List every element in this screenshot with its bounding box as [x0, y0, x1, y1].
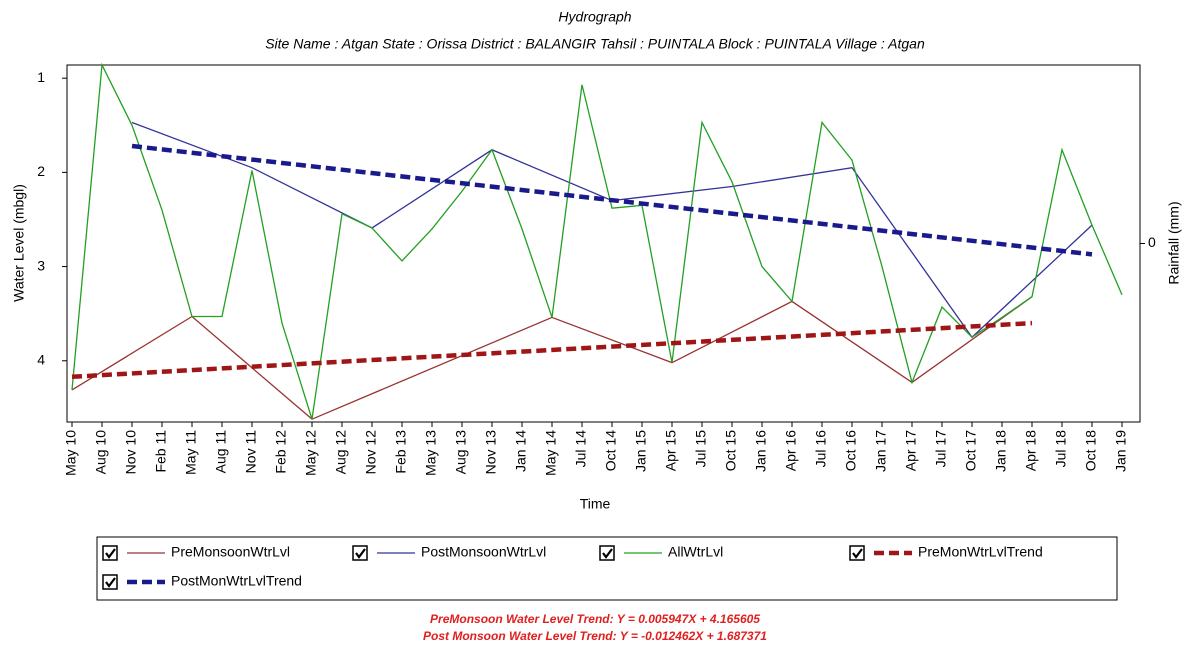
x-tick-label: Oct 15: [723, 430, 739, 471]
x-tick-label: Oct 17: [963, 430, 979, 471]
x-tick-label: Jan 17: [873, 430, 889, 472]
series-line: [71, 296, 1033, 420]
y2-tick-label: 0: [1148, 234, 1156, 250]
x-tick-label: Jan 15: [633, 430, 649, 472]
x-tick-label: Aug 11: [213, 430, 229, 474]
x-tick-label: Nov 12: [363, 430, 379, 475]
x-tick-label: Aug 13: [453, 430, 469, 475]
x-tick-label: Apr 15: [663, 430, 679, 471]
legend-check: [355, 548, 366, 559]
y-tick-label: 2: [37, 163, 45, 179]
x-axis-label: Time: [580, 496, 611, 512]
legend-label: PostMonWtrLvlTrend: [171, 573, 302, 589]
y-axis-label: Water Level (mbgl): [11, 184, 27, 302]
legend-checkbox: [849, 545, 865, 561]
trend-line: [131, 143, 1093, 257]
legend-checkbox: [599, 545, 615, 561]
legend-check: [105, 577, 116, 588]
x-tick-label: Aug 10: [93, 430, 109, 475]
annotation: Post Monsoon Water Level Trend: Y = -0.0…: [423, 629, 767, 643]
x-tick-label: Apr 17: [903, 430, 919, 471]
x-tick-label: May 11: [183, 430, 199, 475]
x-tick-label: Nov 13: [483, 430, 499, 475]
x-tick-label: Feb 11: [153, 430, 169, 473]
x-tick-label: Oct 18: [1083, 430, 1099, 471]
x-tick-label: Oct 16: [843, 430, 859, 471]
legend-label: PreMonsoonWtrLvl: [171, 544, 290, 560]
legend-check: [105, 548, 116, 559]
x-tick-label: May 14: [543, 430, 559, 476]
x-tick-label: Nov 11: [243, 430, 259, 474]
x-tick-label: Jul 14: [573, 430, 589, 468]
x-tick-label: Aug 12: [333, 430, 349, 475]
x-tick-label: Jan 18: [993, 430, 1009, 472]
x-tick-label: May 10: [63, 430, 79, 476]
x-tick-label: Jul 17: [933, 430, 949, 468]
x-tick-label: Jan 14: [513, 430, 529, 472]
legend-label: PreMonWtrLvlTrend: [918, 544, 1043, 560]
legend-check: [602, 548, 613, 559]
legend-checkbox: [352, 545, 368, 561]
x-tick-label: May 13: [423, 430, 439, 476]
y-tick-label: 1: [37, 69, 45, 85]
legend-label: AllWtrLvl: [668, 544, 723, 560]
x-tick-label: Nov 10: [123, 430, 139, 475]
x-tick-label: Jul 16: [813, 430, 829, 468]
y-tick-label: 3: [37, 257, 45, 273]
x-tick-label: Oct 14: [603, 430, 619, 471]
y-tick-label: 4: [37, 351, 45, 367]
trend-line: [71, 320, 1033, 380]
y2-axis-label: Rainfall (mm): [1166, 201, 1182, 284]
legend-check: [852, 548, 863, 559]
legend-checkbox: [102, 545, 118, 561]
x-tick-label: Apr 18: [1023, 430, 1039, 471]
legend-checkbox: [102, 574, 118, 590]
series-line: [71, 62, 1123, 420]
annotation: PreMonsoon Water Level Trend: Y = 0.0059…: [430, 612, 760, 626]
chart-subtitle: Site Name : Atgan State : Orissa Distric…: [265, 36, 925, 52]
x-tick-label: Jan 16: [753, 430, 769, 472]
x-tick-label: Feb 12: [273, 430, 289, 474]
x-tick-label: Jul 15: [693, 430, 709, 468]
chart-title: Hydrograph: [558, 9, 631, 25]
legend-label: PostMonsoonWtrLvl: [421, 544, 546, 560]
x-tick-label: May 12: [303, 430, 319, 476]
x-tick-label: Jan 19: [1113, 430, 1129, 472]
x-tick-label: Jul 18: [1053, 430, 1069, 468]
x-tick-label: Feb 13: [393, 430, 409, 474]
x-tick-label: Apr 16: [783, 430, 799, 471]
